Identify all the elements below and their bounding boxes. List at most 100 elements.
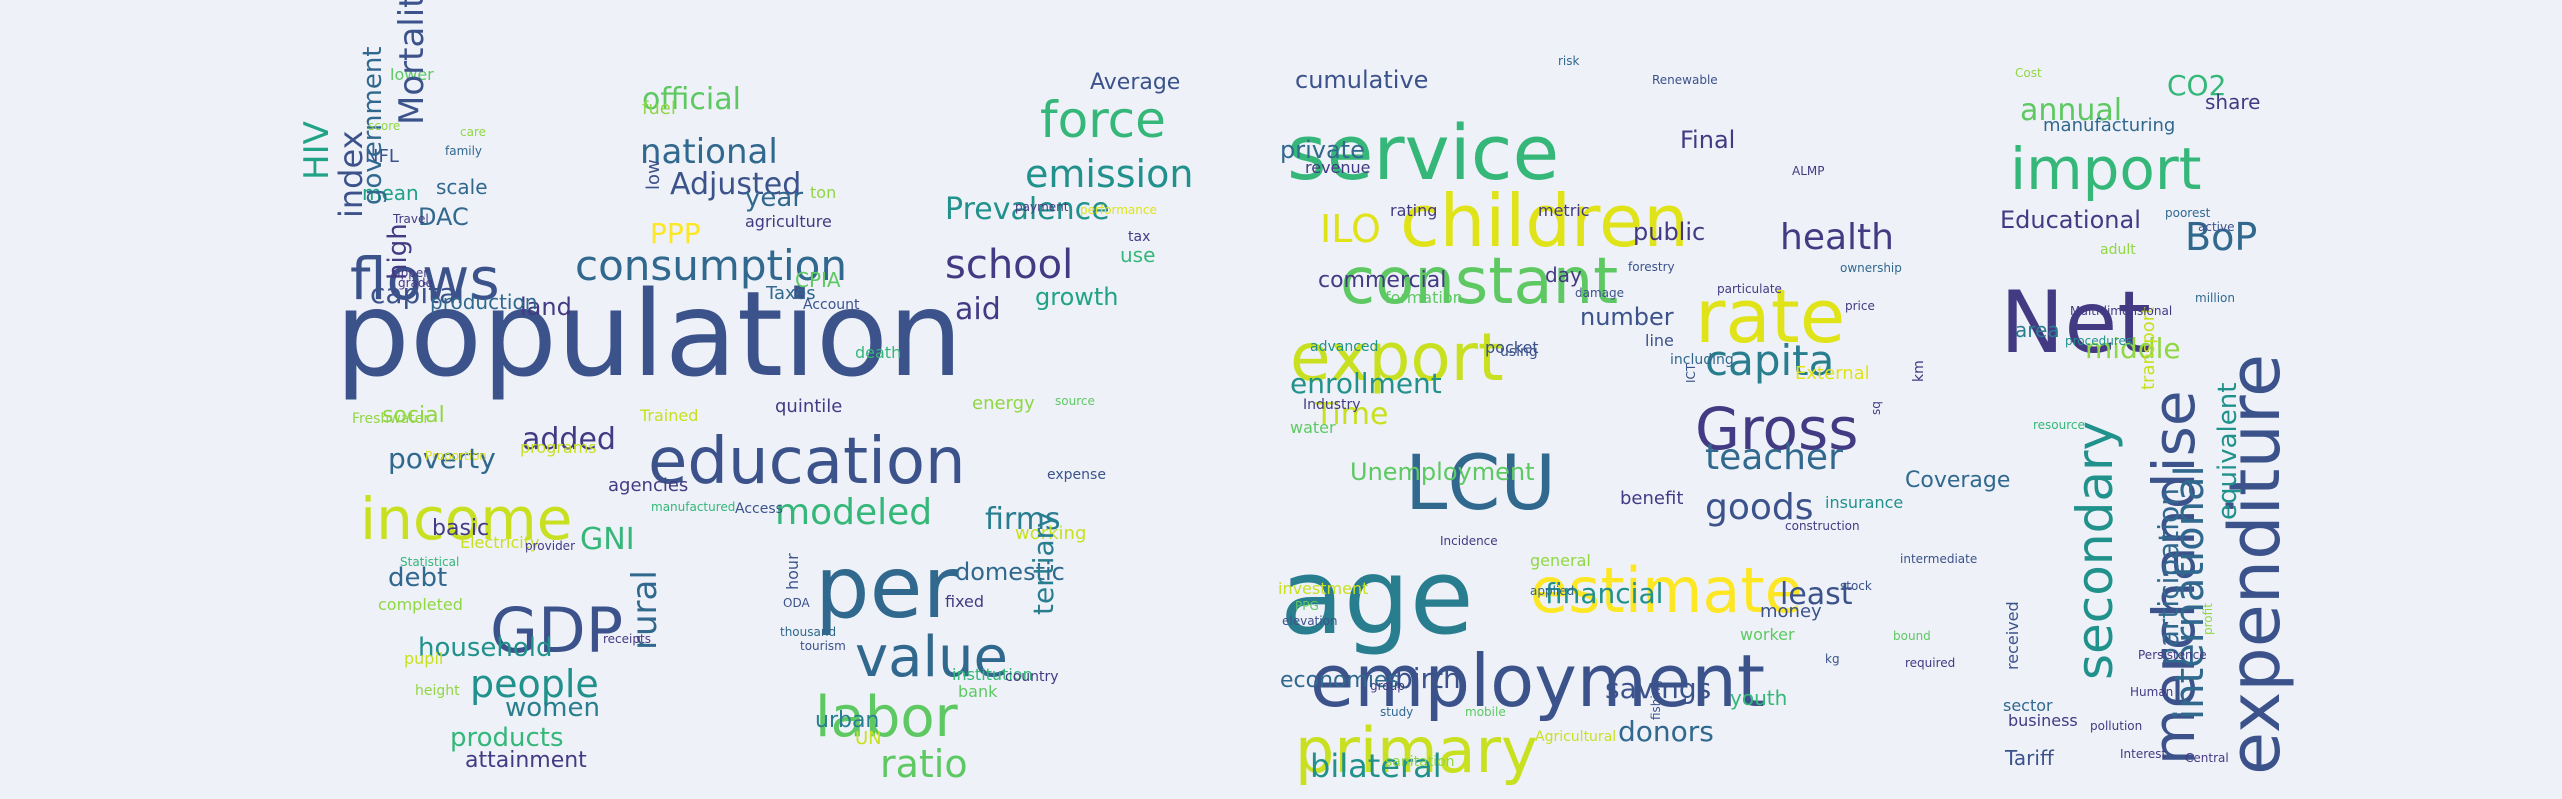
word: service [1287, 108, 1560, 197]
word: labor [815, 685, 958, 750]
word: programs [520, 438, 597, 457]
word: poverty [388, 442, 496, 475]
word: height [415, 683, 460, 699]
word: year [745, 183, 804, 213]
word: consumption [575, 241, 847, 290]
word: capital [370, 277, 465, 310]
word: Unemployment [1350, 458, 1535, 486]
word: constant [1340, 245, 1619, 319]
word: BoP [2185, 215, 2258, 259]
word: rate [1695, 274, 1846, 360]
word: death [855, 343, 902, 362]
word: Trained [640, 406, 699, 425]
word: youth [1730, 686, 1788, 710]
word: institution [952, 665, 1033, 684]
word: estimate [1530, 554, 1803, 627]
word: growth [1035, 283, 1119, 311]
word: donors [1618, 715, 1714, 748]
word: agriculture [745, 212, 832, 231]
word: ILO [1320, 207, 1381, 251]
word: Proportion [425, 449, 487, 463]
word: payment [1015, 200, 1069, 214]
word: family [445, 144, 483, 158]
word: Account [803, 297, 860, 313]
word: debt [388, 563, 448, 593]
word: health [1780, 217, 1894, 258]
word: birth [1395, 662, 1461, 695]
word: study [1380, 705, 1414, 719]
word: pupil [404, 649, 444, 668]
word: people [470, 662, 599, 706]
word: money [1760, 601, 1822, 622]
word: modeled [775, 492, 933, 533]
word: received [2003, 601, 2022, 670]
word: worker [1740, 625, 1795, 644]
word: Travel [393, 212, 429, 226]
word: hour [783, 553, 802, 590]
word: Central [2185, 751, 2229, 765]
word: mobile [1465, 705, 1506, 719]
word: rating [1390, 201, 1438, 220]
word: Persistence [2138, 648, 2207, 662]
word: line [1645, 331, 1674, 350]
word: intermediate [1900, 552, 1978, 566]
word: ICT [1684, 363, 1698, 383]
word: LCU [1405, 438, 1557, 527]
word: bank [958, 682, 998, 701]
word: sq [1869, 401, 1883, 415]
word: PPG [1295, 599, 1319, 613]
word: export [1290, 319, 1504, 396]
word: External [1795, 363, 1870, 384]
word: public [1633, 218, 1706, 246]
word: attainment [465, 748, 587, 773]
word: basic [432, 516, 490, 541]
word: construction [1785, 519, 1860, 533]
word: annual [2020, 93, 2123, 128]
word: education [648, 425, 966, 499]
word: million [2195, 291, 2235, 305]
word: upper [393, 266, 429, 280]
word: per [815, 538, 958, 638]
word: Freshwater [352, 411, 430, 427]
word: manufacturing [2043, 115, 2176, 136]
word: added [522, 422, 616, 457]
word: Access [735, 501, 783, 517]
word: formation [1385, 288, 1463, 307]
word: tax [1128, 229, 1151, 245]
word: Final [1680, 126, 1736, 154]
word: ratio [880, 742, 968, 786]
word: quintile [775, 396, 843, 417]
word: adult [2100, 242, 2136, 258]
word: PPP [650, 217, 701, 250]
word: capita [1705, 336, 1835, 385]
word: secondary [2066, 420, 2124, 680]
word: stock [1840, 579, 1872, 593]
word: NFL [365, 146, 399, 167]
word: damage [1575, 286, 1625, 300]
word: benefit [1620, 488, 1684, 509]
word: Cost [2015, 66, 2042, 80]
word: low [643, 159, 664, 190]
word: agencies [608, 475, 689, 496]
word: force [1040, 91, 1166, 149]
word: fixed [945, 592, 985, 611]
word: Gross [1695, 395, 1859, 463]
word: fishing [1649, 680, 1663, 720]
word: general [1530, 551, 1591, 570]
word: equivalent [2213, 382, 2243, 520]
word: commercial [1318, 268, 1447, 293]
word: middle [2085, 332, 2181, 365]
word: Time [1315, 397, 1389, 432]
word: firms [985, 502, 1061, 537]
word: area [2015, 318, 2060, 342]
word: day [1545, 263, 1582, 287]
word: production [430, 290, 538, 314]
word: Net [2000, 273, 2151, 373]
word: performance [1080, 203, 1157, 217]
word: water [1290, 418, 1336, 437]
word: business [2008, 711, 2078, 730]
word: goods [1705, 487, 1814, 528]
word: Adjusted [670, 167, 802, 202]
word: pocket [1485, 338, 1539, 357]
